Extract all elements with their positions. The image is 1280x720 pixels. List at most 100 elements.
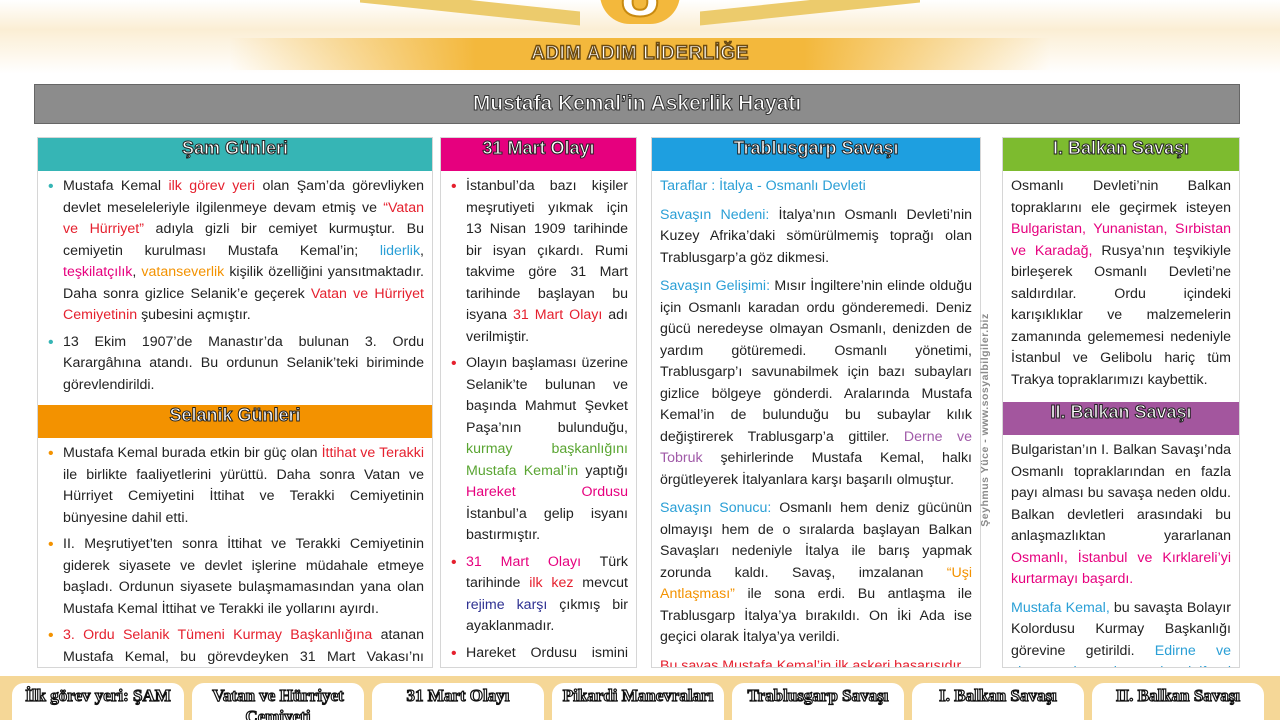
text: atanan Mustafa Kemal, bu görevdeyken 31 … xyxy=(63,627,424,665)
section: Selanik Günleri Mustafa Kemal burada etki… xyxy=(38,405,432,667)
section-title: I. Balkan Savaşı xyxy=(1003,138,1239,171)
watermark: Şeyhmus Yüce - www.sosyalbilgiler.biz xyxy=(979,313,991,527)
text: Rusya’nın teşvikiyle birleşerek Osmanlı … xyxy=(1011,242,1231,388)
text: , xyxy=(420,242,424,259)
highlight: kurmay başkanlığını Mustafa Kemal’in xyxy=(466,441,628,479)
highlight: Savaşın Nedeni: xyxy=(660,206,770,223)
highlight: Taraflar : İtalya - Osmanlı Devleti xyxy=(660,178,866,194)
paragraph: 3. Ordu Selanik Tümeni Kurmay Başkanlığı… xyxy=(46,625,424,667)
text: olan Şam’da görevliyken devlet meseleler… xyxy=(63,178,424,216)
section-title: Selanik Günleri xyxy=(38,405,432,438)
paragraph: Mustafa Kemal ilk görev yeri olan Şam’da… xyxy=(46,176,424,327)
lesson-number: 8 xyxy=(600,0,680,32)
text: Hareket Ordusu ismini Mustafa Kemal verm… xyxy=(466,644,628,668)
highlight: Bu savaş Mustafa Kemal’in ilk askeri baş… xyxy=(660,657,965,668)
paragraph: Mustafa Kemal, bu savaşta Bolayır Kolord… xyxy=(1011,598,1232,668)
tab: Trablusgarp Savaşı xyxy=(732,683,904,720)
highlight: ilk görev yeri xyxy=(168,178,256,194)
text: Türk tarihinde xyxy=(466,553,629,592)
highlight: 31 Mart Olayı xyxy=(466,553,582,570)
section-body: Mustafa Kemal ilk görev yeri olan Şam’da… xyxy=(38,171,432,405)
highlight: Derne ve Tobruk xyxy=(660,428,972,467)
text: İstanbul’a gelip isyanı bastırmıştır. xyxy=(466,505,628,544)
section-title: Şam Günleri xyxy=(38,138,432,171)
highlight: ilk kez xyxy=(529,575,574,591)
text: Mısır İngiltere’nin elinde olduğu için O… xyxy=(660,278,972,445)
highlight: 3. Ordu Selanik Tümeni Kurmay Başkanlığı… xyxy=(63,627,373,643)
text: adı verilmiştir. xyxy=(466,307,629,345)
section-body: Taraflar : İtalya - Osmanlı Devleti Savaş… xyxy=(652,171,980,668)
section-title: Trablusgarp Savaşı xyxy=(652,138,980,171)
ray xyxy=(360,0,580,26)
highlight: Mustafa Kemal, xyxy=(1011,599,1110,616)
text: şehirlerinde Mustafa Kemal, halkı örgütl… xyxy=(660,450,972,488)
text: İtalya’nın Osmanlı Devleti’nin Kuzey Afr… xyxy=(660,206,972,266)
text: Mustafa Kemal burada etkin bir güç olan xyxy=(63,445,322,461)
text: çıkmış bir ayaklanmadır. xyxy=(466,596,628,635)
text: ile sona erdi. Bu antlaşma ile Trablusga… xyxy=(660,586,972,645)
highlight: “Vatan ve Hürriyet” xyxy=(63,199,424,238)
tab: 31 Mart Olayı xyxy=(372,683,544,720)
paragraph: Taraflar : İtalya - Osmanlı Devleti xyxy=(660,176,972,198)
paragraph: 31 Mart Olayı Türk tarihinde ilk kez mev… xyxy=(449,552,628,638)
text: kişilik özelliğini yansıtmaktadır. Daha … xyxy=(63,264,424,302)
section: I. Balkan Savaşı Osmanlı Devleti’nin Balk… xyxy=(1003,138,1239,402)
paragraph: Mustafa Kemal burada etkin bir güç olan … xyxy=(46,443,424,529)
section-body: Mustafa Kemal burada etkin bir güç olan … xyxy=(38,438,432,667)
paragraph: Savaşın Nedeni: İtalya’nın Osmanlı Devle… xyxy=(660,205,972,270)
section-title: II. Balkan Savaşı xyxy=(1003,402,1239,435)
section-title: 31 Mart Olayı xyxy=(441,138,636,171)
highlight: Savaşın Sonucu: xyxy=(660,500,772,516)
text: mevcut xyxy=(573,575,628,591)
highlight: vatanseverlik xyxy=(141,264,225,280)
highlight: Hareket Ordusu xyxy=(466,484,628,500)
text: ile birlikte faaliyetlerini yürüttü. Dah… xyxy=(63,466,424,526)
tab: Vatan ve Hürriyet Cemiyeti xyxy=(192,683,364,720)
section-body: Bulgaristan’ın I. Balkan Savaşı’nda Osma… xyxy=(1003,435,1239,668)
text: 13 Ekim 1907’de Manastır’da bulunan 3. O… xyxy=(63,333,424,393)
text: şubesini açmıştır. xyxy=(137,307,251,323)
column: I. Balkan Savaşı Osmanlı Devleti’nin Balk… xyxy=(1002,137,1240,668)
highlight: Vatan ve Hürriyet Cemiyetinin xyxy=(63,285,424,324)
text: II. Meşrutiyet’ten sonra İttihat ve Tera… xyxy=(63,536,424,617)
text: adıyla gizli bir cemiyet kurmuştur. Bu c… xyxy=(63,221,424,259)
section: Şam Günleri Mustafa Kemal ilk görev yeri … xyxy=(38,138,432,405)
paragraph: II. Meşrutiyet’ten sonra İttihat ve Tera… xyxy=(46,534,424,620)
column: Trablusgarp Savaşı Taraflar : İtalya - Os… xyxy=(651,137,981,668)
highlight: liderlik xyxy=(379,242,421,259)
text: Mustafa Kemal xyxy=(63,178,169,194)
highlight: 31 Mart Olayı xyxy=(513,307,603,323)
paragraph: Olayın başlaması üzerine Selanik’te bulu… xyxy=(449,353,628,547)
highlight: rejime karşı xyxy=(466,596,548,613)
tab: I. Balkan Savaşı xyxy=(912,683,1084,720)
highlight: Bulgaristan, Yunanistan, Sırbistan ve Ka… xyxy=(1011,221,1231,259)
paragraph: İstanbul’da bazı kişiler meşrutiyeti yık… xyxy=(449,176,628,348)
section-body: Osmanlı Devleti’nin Balkan topraklarını … xyxy=(1003,171,1239,402)
highlight: İttihat ve Terakki xyxy=(321,445,425,461)
text: Bulgaristan’ın I. Balkan Savaşı’nda Osma… xyxy=(1011,442,1231,544)
section: 31 Mart Olayıİstanbul’da bazı kişiler me… xyxy=(441,138,636,668)
text: Osmanlı Devleti’nin Balkan topraklarını … xyxy=(1011,178,1231,216)
text: yaptığı xyxy=(578,462,628,479)
page-title: Mustafa Kemal’in Askerlik Hayatı xyxy=(34,84,1240,124)
tab: II. Balkan Savaşı xyxy=(1092,683,1264,720)
banner: ADIM ADIM LİDERLİĞE xyxy=(230,38,1050,70)
paragraph: Osmanlı Devleti’nin Balkan topraklarını … xyxy=(1011,176,1231,391)
highlight: Savaşın Gelişimi: xyxy=(660,278,771,294)
ray xyxy=(700,0,920,26)
tab: Pikardi Manevraları xyxy=(552,683,724,720)
paragraph: Bu savaş Mustafa Kemal’in ilk askeri baş… xyxy=(660,656,972,668)
highlight: Edirne ve civarının kurtarılmasında akti… xyxy=(1011,642,1232,668)
section: II. Balkan Savaşı Bulgaristan’ın I. Balka… xyxy=(1003,402,1239,668)
tab: İlk görev yeri: ŞAM xyxy=(12,683,184,720)
paragraph: Savaşın Sonucu: Osmanlı hem deniz gücünü… xyxy=(660,498,972,649)
paragraph: Bulgaristan’ın I. Balkan Savaşı’nda Osma… xyxy=(1011,440,1231,591)
paragraph: Hareket Ordusu ismini Mustafa Kemal verm… xyxy=(449,643,628,668)
paragraph: 13 Ekim 1907’de Manastır’da bulunan 3. O… xyxy=(46,332,424,397)
highlight: “Uşi Antlaşması” xyxy=(660,564,972,603)
text: bu savaşta Bolayır Kolordusu Kurmay Başk… xyxy=(1011,599,1231,659)
text: Osmanlı hem deniz gücünün olmayışı hem d… xyxy=(660,500,973,581)
paragraph: Savaşın Gelişimi: Mısır İngiltere’nin el… xyxy=(660,276,972,491)
section: Trablusgarp Savaşı Taraflar : İtalya - Os… xyxy=(652,138,980,668)
